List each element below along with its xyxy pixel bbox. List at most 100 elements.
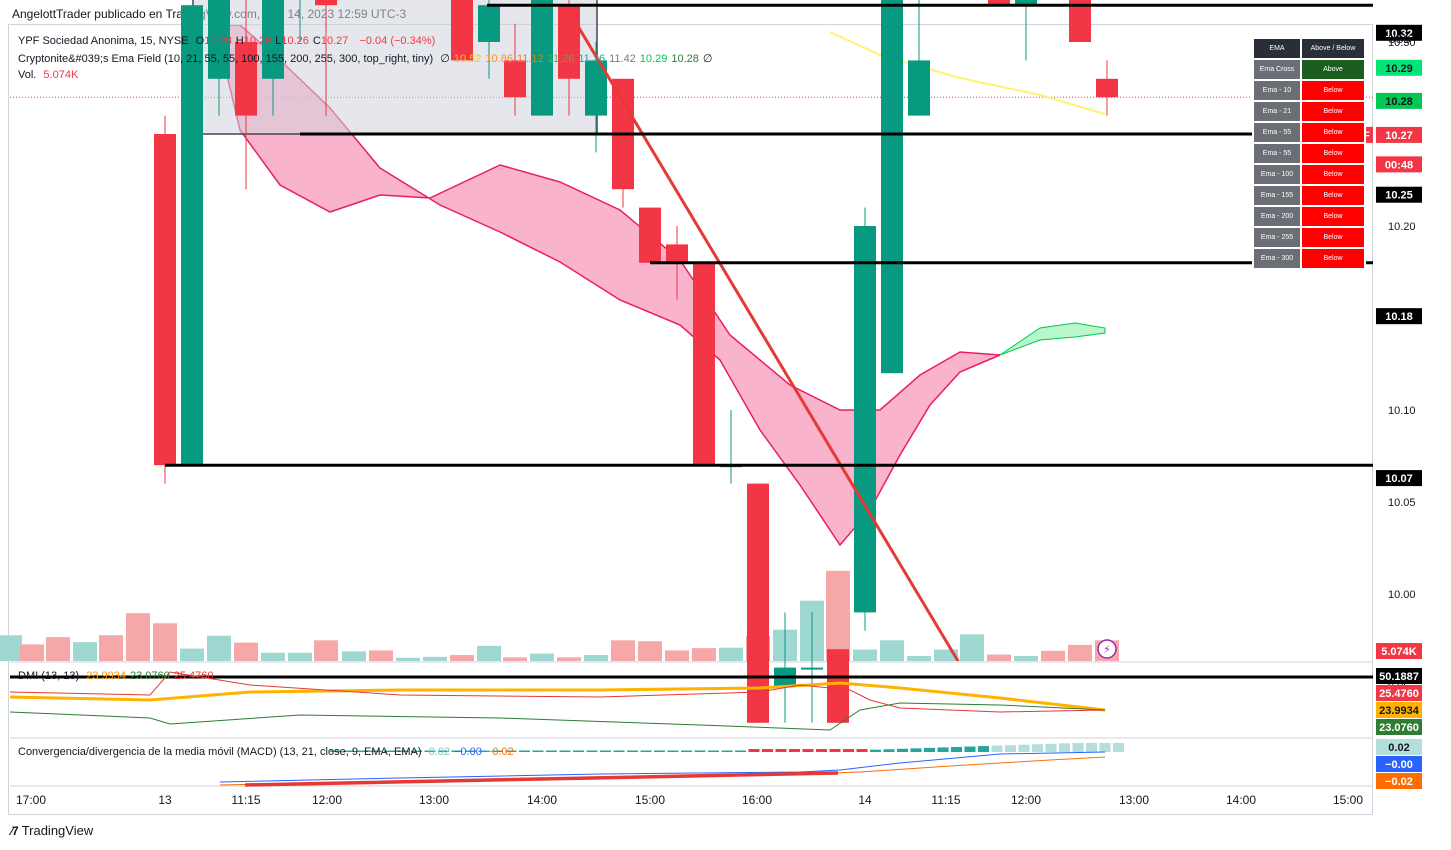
ema-name-cell: Ema - 100 <box>1254 165 1300 184</box>
ema-green-band <box>999 322 1106 356</box>
macd-histogram-bar <box>546 750 557 752</box>
macd-histogram-bar <box>424 750 436 752</box>
price-badge <box>1376 186 1422 203</box>
volume-bar <box>934 649 958 661</box>
macd-histogram-bar <box>978 746 989 752</box>
legend-macd-title: Convergencia/divergencia de la media móv… <box>18 746 422 758</box>
macd-histogram-bar <box>613 750 625 752</box>
macd-histogram-bar <box>438 750 449 752</box>
ema-state-cell: Below <box>1302 207 1364 226</box>
candle-body <box>235 42 257 116</box>
volume-bar <box>46 637 70 661</box>
indicator-badge-label: −0.02 <box>1385 776 1413 788</box>
macd-histogram-bar <box>573 750 584 752</box>
candle-body <box>181 5 203 466</box>
candle-body <box>478 5 500 42</box>
volume-bar <box>853 649 877 661</box>
indicator-badge <box>1376 719 1422 735</box>
time-axis-tick: 12:00 <box>1011 793 1041 807</box>
indvals-item: 11.26 <box>547 53 575 65</box>
macd-histogram-bar <box>694 750 706 752</box>
volume-bar <box>584 655 608 661</box>
ema-table-row: Ema - 100 Below <box>1254 165 1364 184</box>
price-badge <box>1376 59 1422 76</box>
legend-dmi-values: 23.9934 23.0760 25.4760 <box>86 670 217 682</box>
macdvals-item: −0.00 <box>453 746 482 758</box>
ema-name-cell: Ema - 21 <box>1254 102 1300 121</box>
time-axis-tick: 16:00 <box>742 793 772 807</box>
macd-divergence-line <box>244 771 839 787</box>
indicator-badge <box>1376 702 1422 718</box>
macd-histogram-bar <box>870 749 881 752</box>
price-badge-label: 10.29 <box>1385 63 1413 75</box>
candle-body <box>1096 78 1118 98</box>
alert-flash-glyph: ⚡ <box>1103 643 1111 656</box>
ema-table-header-cell: Above / Below <box>1302 39 1364 58</box>
macd-histogram-bar <box>1045 743 1057 752</box>
macd-histogram-bar <box>357 750 368 752</box>
macd-histogram-bar <box>505 750 517 752</box>
macdvals-item: 0.02 <box>428 746 450 758</box>
volume-bar <box>234 642 258 661</box>
ohlc-item: C10.27 <box>312 35 349 47</box>
candle-body <box>881 0 903 374</box>
time-axis-tick: 12:00 <box>312 793 342 807</box>
macd-histogram-bar <box>559 750 571 752</box>
macd-histogram-bar <box>370 750 382 752</box>
candle-body <box>854 226 876 613</box>
macd-histogram-bar <box>991 745 1003 752</box>
price-badge <box>1376 643 1422 660</box>
volume-bar <box>314 640 338 661</box>
macd-histogram-bar <box>654 750 665 752</box>
price-axis-tick: 10.20 <box>1388 221 1416 233</box>
ema-name-cell: Ema - 55 <box>1254 144 1300 163</box>
ema-table-row: Ema - 55 Below <box>1254 123 1364 142</box>
macd-histogram-bar <box>748 749 760 752</box>
indvals-item: 11.12 <box>516 53 544 65</box>
macd-histogram-bar <box>1032 744 1043 752</box>
volume-bar <box>99 635 123 661</box>
macd-histogram-bar <box>721 750 733 752</box>
macd-histogram-bar <box>640 750 652 752</box>
volume-bar <box>396 657 420 661</box>
candle-body <box>827 649 849 723</box>
macd-histogram-bar <box>964 746 976 752</box>
legend-dmi-line: DMI (13, 13) 23.9934 23.0760 25.4760 <box>18 670 222 682</box>
macd-histogram-bar <box>586 750 598 752</box>
macd-histogram-bar <box>519 750 530 752</box>
macd-histogram-bar <box>897 748 908 752</box>
legend-volume-line: Vol. 5.074K <box>18 69 82 81</box>
ema-status-table: EMA Above / Below Ema Cross Above Ema - 10 Be… <box>1252 37 1366 270</box>
price-badge-label: 10.25 <box>1385 190 1413 202</box>
candle-body <box>988 0 1010 6</box>
ema-band <box>214 25 1001 547</box>
price-badge-label: 10.18 <box>1385 311 1413 323</box>
indvals-item: ∅ <box>440 53 450 65</box>
ema-name-cell: Ema - 155 <box>1254 186 1300 205</box>
ema-state-cell: Below <box>1302 144 1364 163</box>
time-axis-tick: 11:15 <box>231 793 260 807</box>
macd-histogram-bar <box>816 749 827 752</box>
ema-table-row: Ema - 55 Below <box>1254 144 1364 163</box>
price-badge <box>1376 24 1422 41</box>
ema-name-cell: Ema - 255 <box>1254 228 1300 247</box>
volume-bar <box>342 651 366 661</box>
macd-histogram-bar <box>1005 745 1016 752</box>
macd-signal-line <box>219 756 1106 786</box>
macd-histogram-bar <box>910 748 922 752</box>
volume-bar <box>907 655 931 661</box>
time-axis-tick: 11:15 <box>931 793 960 807</box>
macd-histogram-bar <box>1018 744 1030 752</box>
candle-body <box>451 0 473 61</box>
price-badge <box>1376 156 1422 173</box>
volume-bar <box>126 613 150 661</box>
macd-histogram-bar <box>762 749 773 752</box>
indicator-badge <box>1376 773 1422 789</box>
macd-histogram-bar <box>829 749 841 752</box>
alert-flash-icon <box>1097 639 1117 659</box>
macd-histogram-bar <box>883 749 895 752</box>
indicator-badge <box>1376 685 1422 701</box>
macd-histogram-bar <box>667 750 679 752</box>
ema-state-cell: Below <box>1302 249 1364 268</box>
